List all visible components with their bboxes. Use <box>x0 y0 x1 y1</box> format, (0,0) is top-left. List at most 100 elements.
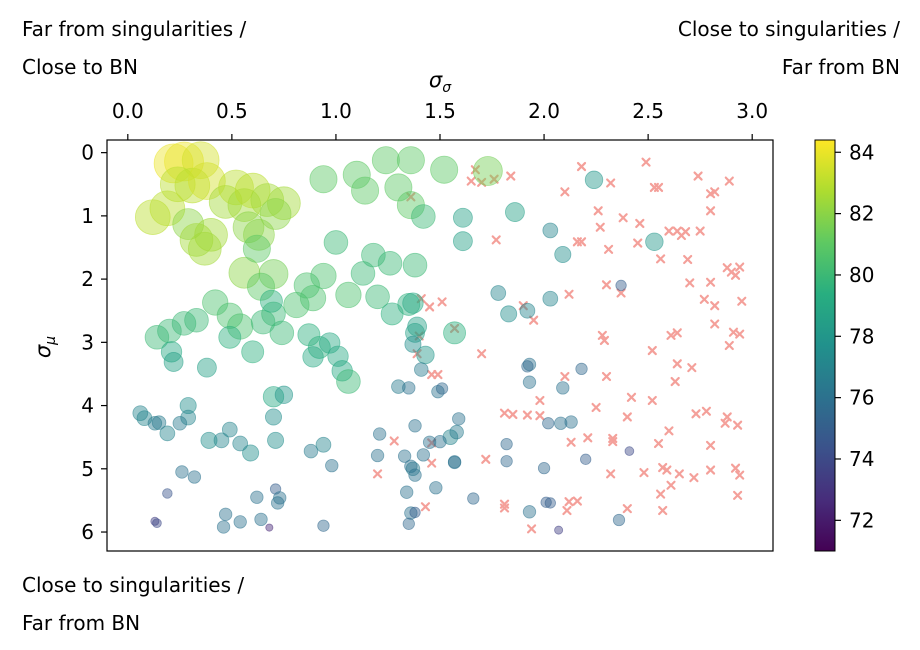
scatter-cross-point <box>705 440 716 451</box>
scatter-circle-point <box>404 335 422 353</box>
scatter-cross-point <box>599 335 610 346</box>
scatter-circle-point <box>259 289 283 313</box>
scatter-cross-point <box>583 433 593 443</box>
scatter-circle-point <box>250 183 285 217</box>
scatter-cross-point <box>560 371 570 382</box>
scatter-cross-point <box>622 504 632 514</box>
scatter-cross-point <box>489 174 499 184</box>
scatter-cross-point <box>601 280 612 290</box>
scatter-cross-point <box>420 502 431 512</box>
scatter-cross-point <box>372 469 383 479</box>
scatter-cross-point <box>481 454 491 464</box>
scatter-circle-point <box>391 379 406 394</box>
x-axis: 0.0 0.5 1.0 1.5 2.0 2.5 3.0 <box>112 99 768 140</box>
scatter-circle-point <box>194 218 228 252</box>
scatter-circle-point <box>181 141 220 180</box>
scatter-circle-point <box>233 515 247 529</box>
scatter-circle-point <box>259 198 292 230</box>
scatter-circle-point <box>218 325 242 349</box>
scatter-circle-point <box>544 497 556 509</box>
scatter-circle-point <box>505 202 525 222</box>
scatter-circle-point <box>624 446 635 456</box>
scatter-circle-point <box>149 190 186 227</box>
scatter-circle-point <box>370 448 385 463</box>
scatter-circle-point <box>331 360 353 382</box>
scatter-circle-point <box>310 262 337 290</box>
scatter-circle-point <box>400 485 414 499</box>
scatter-cross-point <box>733 490 743 500</box>
scatter-cross-point <box>656 254 666 264</box>
scatter-circle-point <box>261 301 286 327</box>
scatter-circle-point <box>447 455 462 470</box>
scatter-cross-point <box>705 465 716 475</box>
scatter-circle-point <box>218 169 254 206</box>
scatter-cross-point <box>705 206 716 216</box>
scatter-cross-point <box>730 463 741 473</box>
scatter-cross-point <box>389 436 399 446</box>
scatter-cross-point <box>664 226 674 236</box>
scatter-circle-point <box>361 242 386 268</box>
scatter-circle-point <box>443 321 467 345</box>
scatter-circle-point <box>472 156 503 186</box>
scatter-circle-point <box>157 318 182 344</box>
scatter-circle-point <box>564 415 578 429</box>
scatter-circle-point <box>242 444 260 462</box>
scatter-circle-point <box>164 141 204 182</box>
colorbar-tick-label: 74 <box>849 447 874 471</box>
scatter-cross-point <box>662 465 672 475</box>
scatter-cross-point <box>601 371 612 382</box>
scatter-cross-point <box>618 213 628 223</box>
scatter-circle-point <box>335 281 362 309</box>
colorbar <box>814 139 836 552</box>
scatter-cross-point <box>572 496 582 506</box>
scatter-circle-point <box>452 412 466 426</box>
scatter-circle-point <box>163 352 184 372</box>
scatter-circle-point <box>315 436 332 453</box>
scatter-cross-point <box>733 420 743 430</box>
colorbar-axis: 72 74 76 78 80 82 84 <box>835 140 874 532</box>
scatter-circle-point <box>452 207 473 228</box>
scatter-circle-point <box>250 490 264 504</box>
scatter-cross-point <box>691 409 701 419</box>
scatter-circle-point <box>542 417 555 430</box>
scatter-cross-point <box>626 392 637 402</box>
scatter-cross-point <box>406 192 416 202</box>
scatter-circle-point <box>180 409 197 426</box>
scatter-cross-point <box>564 289 574 299</box>
scatter-circle-point <box>435 382 449 395</box>
scatter-cross-point <box>737 296 747 306</box>
scatter-cross-point <box>639 467 649 478</box>
scatter-cross-point <box>710 319 720 329</box>
scatter-circle-point <box>575 362 588 376</box>
scatter-cross-point <box>566 437 576 447</box>
scatter-circle-point <box>269 320 295 346</box>
scatter-circle-point <box>556 381 570 395</box>
scatter-circle-point <box>184 307 209 333</box>
scatter-circle-point <box>242 234 271 263</box>
annotation-top-right-line2: Far from BN <box>781 55 900 79</box>
scatter-circle-point <box>422 435 437 449</box>
points-layer <box>132 141 747 535</box>
scatter-circle-point <box>267 186 301 221</box>
scatter-cross-point <box>526 524 537 534</box>
scatter-cross-point <box>672 359 682 369</box>
scatter-circle-point <box>542 290 559 307</box>
scatter-cross-point <box>433 369 443 380</box>
scatter-circle-point <box>160 341 183 363</box>
scatter-circle-point <box>273 491 287 505</box>
scatter-cross-point <box>506 171 516 181</box>
scatter-circle-point <box>267 431 285 449</box>
scatter-circle-point <box>554 525 564 535</box>
scatter-cross-point <box>722 412 732 422</box>
annotation-top-left: Far from singularities / Close to BN <box>22 10 246 86</box>
scatter-cross-point <box>705 277 716 287</box>
scatter-cross-point <box>427 458 437 468</box>
scatter-circle-point <box>159 425 176 442</box>
scatter-circle-point <box>414 362 429 377</box>
scatter-cross-point <box>656 489 666 499</box>
scatter-circle-point <box>243 218 275 251</box>
scatter-cross-point <box>735 329 745 339</box>
scatter-circle-point <box>336 369 361 394</box>
scatter-circle-point <box>500 438 513 451</box>
scatter-circle-point <box>188 162 226 200</box>
